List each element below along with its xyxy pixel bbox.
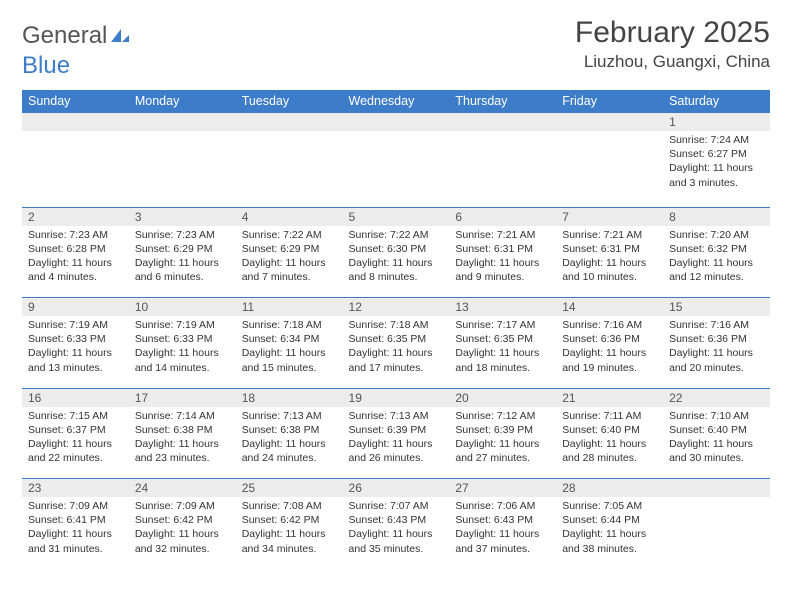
day-number: 8 xyxy=(663,207,770,226)
day-content: Sunrise: 7:16 AMSunset: 6:36 PMDaylight:… xyxy=(556,316,663,388)
day-content-row: Sunrise: 7:24 AMSunset: 6:27 PMDaylight:… xyxy=(22,131,770,207)
calendar-body: 1Sunrise: 7:24 AMSunset: 6:27 PMDaylight… xyxy=(22,113,770,570)
day-content xyxy=(556,131,663,207)
day-content xyxy=(236,131,343,207)
day-number: 9 xyxy=(22,298,129,317)
day-number xyxy=(22,113,129,132)
day-content-row: Sunrise: 7:09 AMSunset: 6:41 PMDaylight:… xyxy=(22,497,770,569)
calendar-header-row: Sunday Monday Tuesday Wednesday Thursday… xyxy=(22,90,770,113)
day-content: Sunrise: 7:13 AMSunset: 6:39 PMDaylight:… xyxy=(343,407,450,479)
day-number: 15 xyxy=(663,298,770,317)
day-content: Sunrise: 7:06 AMSunset: 6:43 PMDaylight:… xyxy=(449,497,556,569)
day-number: 16 xyxy=(22,388,129,407)
day-content: Sunrise: 7:08 AMSunset: 6:42 PMDaylight:… xyxy=(236,497,343,569)
day-number: 19 xyxy=(343,388,450,407)
day-content: Sunrise: 7:20 AMSunset: 6:32 PMDaylight:… xyxy=(663,226,770,298)
weekday-header: Saturday xyxy=(663,90,770,113)
day-content: Sunrise: 7:13 AMSunset: 6:38 PMDaylight:… xyxy=(236,407,343,479)
day-number: 20 xyxy=(449,388,556,407)
day-content: Sunrise: 7:10 AMSunset: 6:40 PMDaylight:… xyxy=(663,407,770,479)
day-content: Sunrise: 7:22 AMSunset: 6:30 PMDaylight:… xyxy=(343,226,450,298)
day-content: Sunrise: 7:05 AMSunset: 6:44 PMDaylight:… xyxy=(556,497,663,569)
day-number: 23 xyxy=(22,479,129,498)
day-number-row: 9101112131415 xyxy=(22,298,770,317)
day-content: Sunrise: 7:19 AMSunset: 6:33 PMDaylight:… xyxy=(129,316,236,388)
day-number: 3 xyxy=(129,207,236,226)
brand-logo: General xyxy=(22,16,131,50)
day-content: Sunrise: 7:09 AMSunset: 6:42 PMDaylight:… xyxy=(129,497,236,569)
day-number xyxy=(129,113,236,132)
day-content-row: Sunrise: 7:23 AMSunset: 6:28 PMDaylight:… xyxy=(22,226,770,298)
weekday-header: Sunday xyxy=(22,90,129,113)
day-content: Sunrise: 7:21 AMSunset: 6:31 PMDaylight:… xyxy=(556,226,663,298)
day-number: 11 xyxy=(236,298,343,317)
day-number-row: 1 xyxy=(22,113,770,132)
day-content xyxy=(129,131,236,207)
day-content: Sunrise: 7:23 AMSunset: 6:28 PMDaylight:… xyxy=(22,226,129,298)
day-content-row: Sunrise: 7:15 AMSunset: 6:37 PMDaylight:… xyxy=(22,407,770,479)
day-content: Sunrise: 7:16 AMSunset: 6:36 PMDaylight:… xyxy=(663,316,770,388)
weekday-header: Thursday xyxy=(449,90,556,113)
day-number-row: 2345678 xyxy=(22,207,770,226)
day-number: 1 xyxy=(663,113,770,132)
weekday-header: Friday xyxy=(556,90,663,113)
day-content xyxy=(449,131,556,207)
day-number: 5 xyxy=(343,207,450,226)
day-number xyxy=(236,113,343,132)
day-number: 21 xyxy=(556,388,663,407)
day-number: 28 xyxy=(556,479,663,498)
day-content: Sunrise: 7:21 AMSunset: 6:31 PMDaylight:… xyxy=(449,226,556,298)
day-number: 26 xyxy=(343,479,450,498)
day-number: 2 xyxy=(22,207,129,226)
day-number-row: 16171819202122 xyxy=(22,388,770,407)
day-number: 6 xyxy=(449,207,556,226)
day-content: Sunrise: 7:23 AMSunset: 6:29 PMDaylight:… xyxy=(129,226,236,298)
location-text: Liuzhou, Guangxi, China xyxy=(575,52,770,72)
sail-icon xyxy=(109,27,131,45)
day-number-row: 232425262728 xyxy=(22,479,770,498)
day-number: 12 xyxy=(343,298,450,317)
calendar-table: Sunday Monday Tuesday Wednesday Thursday… xyxy=(22,90,770,569)
day-number: 14 xyxy=(556,298,663,317)
day-content: Sunrise: 7:15 AMSunset: 6:37 PMDaylight:… xyxy=(22,407,129,479)
day-content: Sunrise: 7:12 AMSunset: 6:39 PMDaylight:… xyxy=(449,407,556,479)
title-block: February 2025 Liuzhou, Guangxi, China xyxy=(575,16,770,72)
day-content: Sunrise: 7:18 AMSunset: 6:34 PMDaylight:… xyxy=(236,316,343,388)
day-content: Sunrise: 7:18 AMSunset: 6:35 PMDaylight:… xyxy=(343,316,450,388)
day-number: 10 xyxy=(129,298,236,317)
day-content: Sunrise: 7:22 AMSunset: 6:29 PMDaylight:… xyxy=(236,226,343,298)
day-number xyxy=(449,113,556,132)
day-number xyxy=(663,479,770,498)
day-content: Sunrise: 7:14 AMSunset: 6:38 PMDaylight:… xyxy=(129,407,236,479)
day-content: Sunrise: 7:07 AMSunset: 6:43 PMDaylight:… xyxy=(343,497,450,569)
day-number: 24 xyxy=(129,479,236,498)
brand-part1: General xyxy=(22,22,107,50)
brand-part2: Blue xyxy=(22,52,70,80)
day-number: 7 xyxy=(556,207,663,226)
day-number: 13 xyxy=(449,298,556,317)
day-number xyxy=(556,113,663,132)
weekday-header: Tuesday xyxy=(236,90,343,113)
day-content-row: Sunrise: 7:19 AMSunset: 6:33 PMDaylight:… xyxy=(22,316,770,388)
weekday-header: Wednesday xyxy=(343,90,450,113)
day-number: 22 xyxy=(663,388,770,407)
day-content xyxy=(22,131,129,207)
day-content xyxy=(343,131,450,207)
day-content: Sunrise: 7:19 AMSunset: 6:33 PMDaylight:… xyxy=(22,316,129,388)
day-content: Sunrise: 7:24 AMSunset: 6:27 PMDaylight:… xyxy=(663,131,770,207)
day-content: Sunrise: 7:09 AMSunset: 6:41 PMDaylight:… xyxy=(22,497,129,569)
day-content: Sunrise: 7:17 AMSunset: 6:35 PMDaylight:… xyxy=(449,316,556,388)
day-number xyxy=(343,113,450,132)
weekday-header: Monday xyxy=(129,90,236,113)
day-number: 17 xyxy=(129,388,236,407)
month-title: February 2025 xyxy=(575,16,770,50)
day-number: 27 xyxy=(449,479,556,498)
day-content xyxy=(663,497,770,569)
day-content: Sunrise: 7:11 AMSunset: 6:40 PMDaylight:… xyxy=(556,407,663,479)
day-number: 18 xyxy=(236,388,343,407)
day-number: 25 xyxy=(236,479,343,498)
day-number: 4 xyxy=(236,207,343,226)
